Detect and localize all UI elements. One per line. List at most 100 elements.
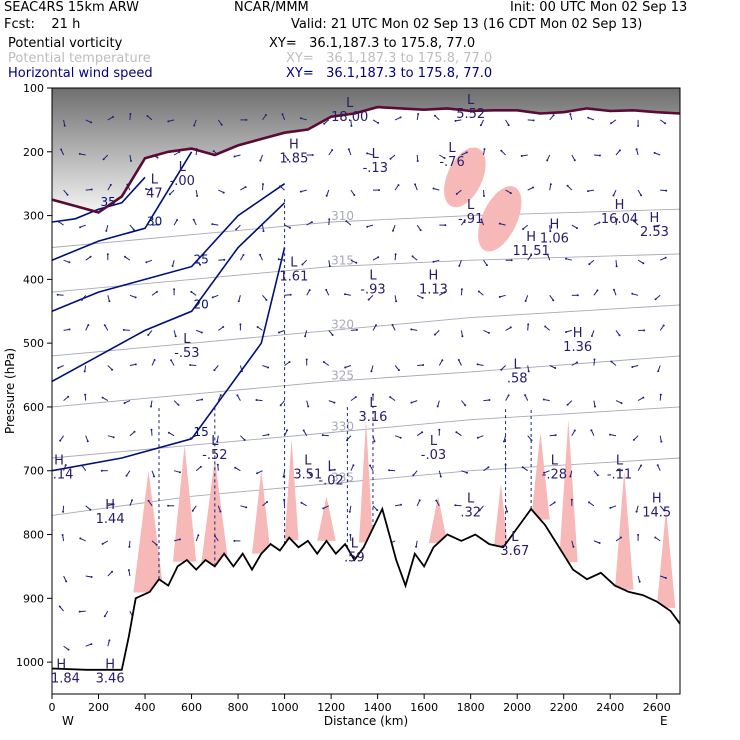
- wind-vector-head: [145, 261, 148, 264]
- wind-vector-head: [544, 325, 547, 328]
- extremum-value: 1.44: [96, 512, 125, 527]
- wind-vector-head: [65, 580, 68, 583]
- wind-vector-head: [307, 405, 310, 408]
- wind-vector-head: [244, 186, 247, 189]
- wind-vector: [217, 505, 221, 512]
- wind-vector-head: [434, 333, 436, 336]
- wind-vector-head: [83, 370, 86, 373]
- wind-vector: [128, 540, 131, 547]
- wind-vector-head: [105, 229, 108, 232]
- wind-vector-head: [640, 464, 643, 467]
- wind-vector-head: [498, 222, 501, 225]
- wind-vector-head: [598, 154, 601, 157]
- wind-vector-head: [331, 149, 334, 152]
- wind-vector: [323, 361, 330, 366]
- wind-vector: [151, 470, 155, 477]
- wind-vector-head: [434, 114, 436, 117]
- terrain-fill: [52, 509, 680, 694]
- wind-vector: [151, 224, 159, 226]
- wind-vector-head: [286, 429, 289, 432]
- wind-vector-head: [278, 331, 280, 334]
- wind-vector-head: [500, 368, 503, 371]
- extremum-marker: H: [429, 268, 439, 283]
- wind-vector: [235, 224, 241, 230]
- wind-vector: [173, 470, 181, 473]
- wind-vector: [262, 294, 267, 301]
- wind-vector-head: [347, 148, 350, 151]
- wind-vector-head: [350, 124, 353, 127]
- wind-vector-head: [245, 118, 248, 121]
- wind-vector-head: [543, 471, 546, 474]
- wind-vector: [306, 470, 312, 476]
- wind-vector: [434, 115, 440, 121]
- wind-vector-head: [67, 395, 70, 398]
- wind-vector: [63, 396, 69, 401]
- wind-vector-head: [485, 264, 488, 267]
- wind-vector-head: [145, 188, 148, 190]
- west-endpoint-label: W: [62, 714, 74, 728]
- wind-vector-head: [112, 436, 115, 439]
- wind-vector: [173, 151, 180, 156]
- wind-vector: [456, 431, 462, 437]
- extremum-marker: L: [514, 358, 522, 373]
- wind-vector-head: [621, 469, 623, 472]
- extremum-value: 1.14: [45, 467, 74, 482]
- wind-vector-head: [156, 156, 159, 159]
- wind-vector-head: [79, 226, 82, 229]
- theta-contour: [52, 253, 680, 293]
- wind-vector: [565, 329, 572, 333]
- wind-vector: [236, 395, 241, 401]
- extremum-value: -.91: [458, 212, 483, 227]
- wind-vector-head: [216, 440, 219, 443]
- theta-contour-label: 330: [331, 419, 354, 433]
- wind-vector: [348, 149, 352, 156]
- wind-vector-head: [308, 289, 311, 292]
- wind-vector-head: [532, 119, 535, 122]
- wind-vector: [414, 184, 418, 191]
- convective-shading: [317, 496, 336, 541]
- wind-vector-head: [522, 228, 525, 230]
- wind-vector-head: [394, 253, 397, 256]
- wind-vector-head: [62, 510, 65, 513]
- wind-vector-head: [454, 119, 457, 122]
- wind-vector-head: [421, 431, 424, 434]
- extremum-value: 18.00: [331, 110, 368, 125]
- wind-vector-head: [199, 263, 202, 266]
- extremum-marker: H: [550, 217, 560, 232]
- wind-vector: [458, 359, 462, 366]
- stratosphere-shading: [52, 88, 680, 213]
- wind-vector-head: [344, 366, 347, 369]
- wind-vector-head: [631, 292, 634, 295]
- wind-vector-head: [236, 394, 239, 397]
- wind-vector: [102, 540, 109, 545]
- wind-vector-head: [171, 265, 174, 267]
- wind-vector-head: [237, 300, 240, 303]
- wind-vector: [615, 150, 621, 156]
- wind-vector: [279, 185, 285, 191]
- wind-vector: [107, 295, 110, 302]
- wind-vector: [372, 256, 379, 261]
- wind-vector: [659, 505, 665, 511]
- wind-vector-head: [128, 545, 131, 548]
- extremum-marker: H: [573, 326, 583, 341]
- wind-vector-head: [422, 364, 425, 366]
- wind-vector-head: [309, 474, 312, 476]
- wind-vector-head: [173, 288, 176, 291]
- wind-vector: [345, 365, 352, 368]
- x-tick-label: 2400: [596, 701, 624, 714]
- wind-vector: [262, 184, 264, 191]
- wind-vector: [151, 429, 153, 436]
- wind-vector: [372, 324, 377, 331]
- wind-vector-head: [233, 539, 236, 542]
- wind-vector: [214, 365, 219, 371]
- extremum-marker: L: [467, 93, 475, 108]
- wind-vector-head: [612, 194, 615, 197]
- wind-vector: [217, 394, 222, 401]
- wind-vector-head: [530, 254, 533, 257]
- wind-vector-head: [333, 468, 336, 471]
- wind-vector-head: [132, 228, 135, 231]
- wind-vector-head: [155, 290, 158, 293]
- wind-vector-head: [435, 499, 438, 502]
- wind-vector-head: [507, 124, 510, 127]
- wind-vector: [349, 534, 352, 541]
